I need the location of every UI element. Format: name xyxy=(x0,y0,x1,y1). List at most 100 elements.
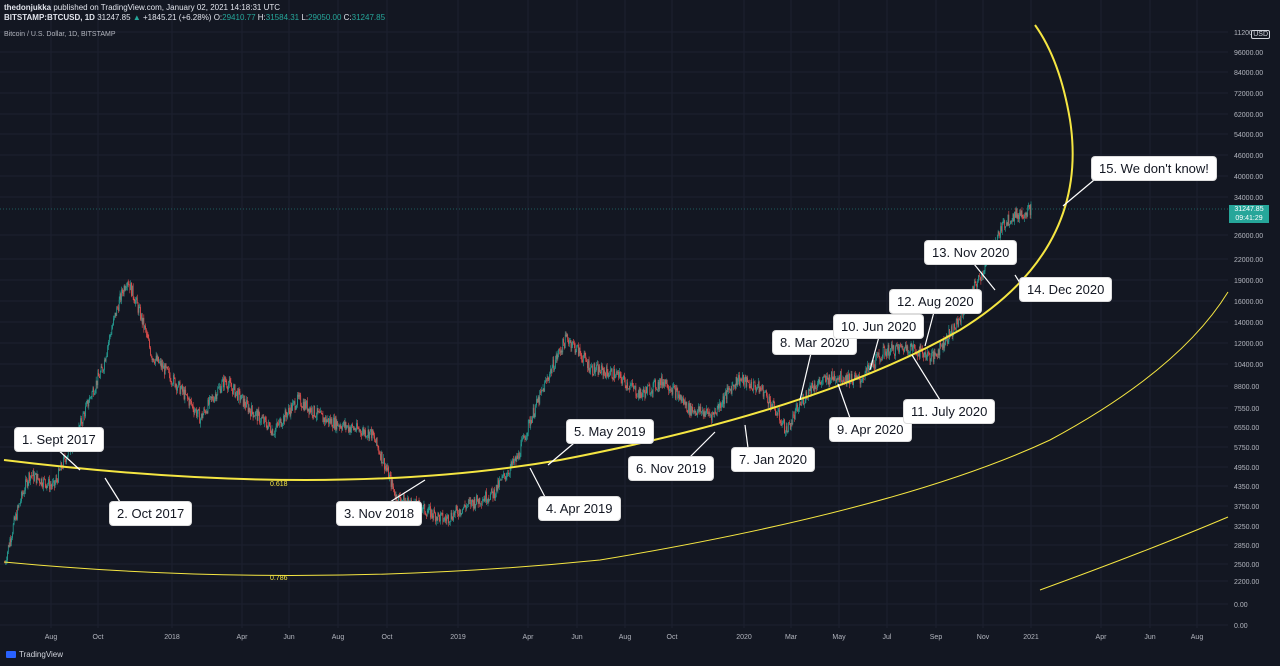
candle-body xyxy=(6,560,7,562)
candle-body xyxy=(900,344,901,346)
candle-body xyxy=(956,319,958,321)
candle-body xyxy=(216,394,218,400)
candle-body xyxy=(421,510,423,512)
candle-body xyxy=(364,430,366,435)
candle-body xyxy=(766,390,767,396)
annotation-7[interactable]: 7. Jan 2020 xyxy=(732,448,814,471)
candle-body xyxy=(676,388,678,391)
candle-body xyxy=(937,349,939,357)
candle-body xyxy=(53,480,55,487)
candle-body xyxy=(151,357,153,360)
candle-body xyxy=(207,399,209,414)
price-tick-label: 10400.00 xyxy=(1234,362,1263,369)
candle-body xyxy=(497,480,499,491)
tradingview-icon xyxy=(6,651,16,658)
annotation-3[interactable]: 3. Nov 2018 xyxy=(337,502,422,525)
annotation-15[interactable]: 15. We don't know! xyxy=(1092,157,1216,180)
annotation-leader xyxy=(389,479,426,503)
candle-body xyxy=(532,407,534,417)
candle-body xyxy=(783,419,785,423)
symbol-label[interactable]: BITSTAMP:BTCUSD, 1D xyxy=(4,13,95,22)
candle-body xyxy=(288,408,290,411)
candle-body xyxy=(963,311,964,316)
currency-badge[interactable]: USD xyxy=(1251,30,1270,39)
candle-body xyxy=(249,407,251,412)
candle-body xyxy=(600,371,601,374)
candle-body xyxy=(516,455,518,462)
candle-body xyxy=(878,353,880,357)
open-value: 29410.77 xyxy=(222,13,256,22)
candle-body xyxy=(618,372,619,378)
candle-body xyxy=(767,402,769,405)
candle-body xyxy=(192,404,194,410)
candle-body xyxy=(628,388,629,389)
annotation-12[interactable]: 12. Aug 2020 xyxy=(890,290,981,313)
candle-body xyxy=(81,418,82,424)
candle-body xyxy=(678,394,679,399)
candle-body xyxy=(846,374,848,384)
candle-body xyxy=(150,347,151,355)
annotation-11[interactable]: 11. July 2020 xyxy=(904,400,995,423)
candle-body xyxy=(707,410,709,414)
candle-body xyxy=(835,380,836,381)
candle-body xyxy=(421,511,422,513)
candle-body xyxy=(581,354,583,360)
candle-body xyxy=(63,456,65,458)
candle-body xyxy=(79,425,81,426)
candle-body xyxy=(43,478,44,488)
candle-body xyxy=(458,513,459,516)
candle-body xyxy=(152,358,154,360)
annotation-9[interactable]: 9. Apr 2020 xyxy=(830,418,911,441)
candle-body xyxy=(908,352,909,354)
annotation-4[interactable]: 4. Apr 2019 xyxy=(539,497,620,520)
candle-body xyxy=(899,344,900,353)
annotation-10[interactable]: 10. Jun 2020 xyxy=(834,315,924,338)
candle-body xyxy=(500,479,502,481)
candle-body xyxy=(484,498,486,502)
tradingview-logo[interactable]: TradingView xyxy=(6,650,63,659)
candle-body xyxy=(903,349,905,352)
candle-body xyxy=(210,396,212,399)
candle-body xyxy=(556,354,558,359)
candle-body xyxy=(856,375,858,378)
candle-body xyxy=(289,410,291,416)
candle-body xyxy=(257,410,259,421)
annotation-2[interactable]: 2. Oct 2017 xyxy=(110,502,192,525)
candle-body xyxy=(453,512,455,516)
candle-body xyxy=(35,473,36,475)
candle-body xyxy=(191,404,193,406)
candle-body xyxy=(727,387,729,391)
candle-body xyxy=(423,504,425,506)
annotation-6[interactable]: 6. Nov 2019 xyxy=(629,457,714,480)
candle-body xyxy=(220,388,222,393)
candle-body xyxy=(1022,216,1024,218)
annotation-13[interactable]: 13. Nov 2020 xyxy=(925,241,1017,264)
annotation-1[interactable]: 1. Sept 2017 xyxy=(15,428,103,451)
candle-body xyxy=(904,344,906,348)
candle-body xyxy=(116,307,118,316)
annotation-14[interactable]: 14. Dec 2020 xyxy=(1020,278,1112,301)
annotation-5[interactable]: 5. May 2019 xyxy=(567,420,653,443)
candle-body xyxy=(865,367,867,373)
candle-body xyxy=(884,347,886,356)
candle-body xyxy=(246,400,247,408)
price-tick-label: 54000.00 xyxy=(1234,132,1263,139)
candle-body xyxy=(1019,212,1021,216)
candle-body xyxy=(984,264,986,272)
publisher-name[interactable]: thedonjukka xyxy=(4,3,52,12)
candle-body xyxy=(566,334,568,337)
candle-body xyxy=(219,386,220,388)
candle-body xyxy=(1006,222,1008,225)
candle-body xyxy=(246,400,248,404)
annotation-leader xyxy=(529,467,546,498)
price-tick-label: 14000.00 xyxy=(1234,320,1263,327)
candle-body xyxy=(392,479,394,487)
candle-body xyxy=(978,275,980,277)
candle-body xyxy=(36,473,38,484)
price-tick-label: 2850.00 xyxy=(1234,543,1259,550)
candle-body xyxy=(448,515,449,524)
candle-body xyxy=(724,395,725,404)
candle-body xyxy=(405,500,407,502)
time-tick-label: 2018 xyxy=(164,634,180,641)
